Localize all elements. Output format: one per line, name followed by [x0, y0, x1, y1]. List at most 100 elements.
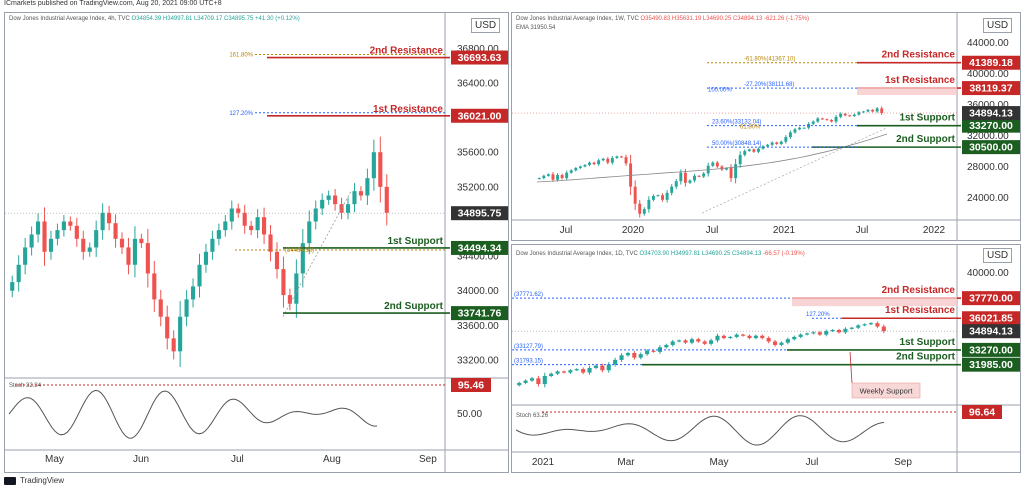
d1-level-price-0-box	[962, 291, 1020, 306]
w1-candle	[551, 174, 555, 180]
h4-currency-button[interactable]: USD	[471, 18, 501, 33]
w1-candle	[711, 162, 715, 166]
w1-candle	[779, 141, 783, 145]
d1-candle	[760, 335, 765, 339]
h4-candle	[378, 152, 383, 187]
h4-chart-svg[interactable]: 36800.0036400.0036000.0035600.0035200.00…	[5, 13, 508, 472]
w1-symbol: Dow Jones Industrial Average Index, 1W, …	[516, 16, 639, 22]
d1-candle	[875, 323, 880, 327]
w1-ytick-label: 40000.00	[967, 69, 1009, 80]
h4-level-price-2-box	[451, 240, 508, 255]
d1-chart-svg[interactable]: 40000.00 2nd Resistance (37771.62) 37770.00…	[512, 245, 1020, 472]
d1-level-price-1-text: 36021.85	[969, 313, 1013, 325]
d1-candle	[849, 327, 854, 329]
h4-xtick-label: Jul	[231, 454, 244, 465]
d1-candle	[645, 350, 650, 355]
w1-candle	[715, 162, 719, 167]
w1-chart-svg[interactable]: 44000.00 40000.00 36000.00 32000.00 28000.00…	[512, 13, 1020, 240]
w1-candle	[775, 142, 779, 145]
w1-candle	[578, 166, 582, 169]
h4-ytick-label: 33600.00	[457, 321, 499, 332]
h4-change: +41.30 (+0.12%)	[255, 16, 300, 22]
h4-level-price-2-text: 34494.34	[458, 242, 502, 254]
h4-candle	[236, 208, 241, 213]
w1-candle	[583, 164, 587, 167]
w1-ytick-label: 24000.00	[967, 193, 1009, 204]
d1-candle	[824, 331, 829, 335]
w1-candle	[638, 203, 642, 214]
footer-brand: TradingView	[20, 476, 65, 485]
w1-last-price-box	[962, 106, 1020, 121]
h4-ytick-label: 36400.00	[457, 78, 499, 89]
h4-level-label-2: 1st Support	[387, 236, 443, 247]
chart-panel-h4[interactable]: Dow Jones Industrial Average Index, 4h, …	[4, 12, 509, 473]
h4-candle	[229, 208, 234, 222]
publisher-note: ICmarkets published on TradingView.com, …	[4, 0, 222, 7]
d1-candle	[702, 341, 707, 344]
w1-resistance-zone	[857, 87, 957, 96]
d1-level-price-3-box	[962, 357, 1020, 372]
w1-candle	[624, 157, 628, 164]
w1-candle	[688, 180, 692, 183]
w1-currency-button[interactable]: USD	[983, 18, 1013, 33]
w1-candle	[725, 168, 728, 170]
h4-fib-label-2: (34463.52)	[285, 248, 314, 254]
d1-candle	[779, 342, 784, 345]
d1-fib-label-2: (33127.79)	[514, 344, 543, 350]
w1-candle	[866, 109, 870, 112]
chart-panel-d1[interactable]: Dow Jones Industrial Average Index, 1D, …	[511, 244, 1021, 473]
w1-xtick-label: Jul	[560, 225, 573, 236]
d1-stoch-price-text: 96.64	[969, 407, 995, 419]
chart-panel-w1[interactable]: Dow Jones Industrial Average Index, 1W, …	[511, 12, 1021, 241]
w1-candle	[697, 175, 701, 177]
w1-fib-100-label: 100.00%	[708, 87, 732, 93]
d1-ohlc-header: Dow Jones Industrial Average Index, 1D, …	[516, 251, 805, 257]
h4-last-price-text: 34895.75	[458, 208, 502, 220]
d1-level-price-2-text: 33270.00	[969, 344, 1013, 356]
d1-candle	[574, 369, 579, 371]
w1-level-label-2: 1st Support	[899, 113, 955, 124]
w1-candle	[601, 158, 605, 161]
h4-open: O34854.39	[131, 16, 162, 22]
h4-candle	[113, 223, 118, 239]
h4-stoch-line	[8, 389, 378, 439]
h4-candle	[81, 238, 86, 252]
h4-candle	[326, 195, 331, 200]
d1-candle	[683, 340, 688, 343]
w1-candle	[830, 120, 833, 122]
w1-xtick-label: Jul	[706, 225, 719, 236]
w1-ytick-label: 28000.00	[967, 162, 1009, 173]
h4-level-price-1-box	[451, 108, 508, 123]
h4-candle	[87, 247, 92, 252]
footer: TradingView	[4, 476, 64, 485]
h4-candle	[190, 286, 196, 300]
w1-candle	[647, 199, 651, 210]
h4-candle	[100, 212, 105, 231]
w1-candle	[752, 149, 756, 152]
d1-currency-button[interactable]: USD	[983, 248, 1013, 263]
w1-candle	[542, 175, 546, 179]
d1-xtick-label: Sep	[894, 457, 912, 468]
w1-fib-label-1: -27.20%(38111.68)	[744, 82, 794, 88]
h4-last-price-box	[451, 206, 508, 221]
w1-candle	[734, 164, 738, 179]
w1-xtick-label: 2021	[773, 225, 796, 236]
d1-level-label-1: 1st Resistance	[885, 305, 955, 316]
d1-candle	[568, 370, 573, 373]
d1-stoch-line	[515, 415, 885, 446]
h4-ytick-label: 35200.00	[457, 182, 499, 193]
h4-candle	[107, 212, 112, 224]
h4-candle	[339, 204, 344, 213]
w1-trendline	[701, 127, 888, 214]
w1-candle	[852, 114, 856, 117]
h4-candle	[35, 221, 41, 235]
w1-candle	[546, 174, 550, 176]
h4-ytick-label: 34400.00	[457, 252, 499, 263]
d1-xtick-label: Mar	[617, 457, 635, 468]
h4-candle	[139, 238, 144, 244]
w1-candle	[820, 118, 824, 120]
h4-candle	[307, 221, 312, 244]
h4-candle	[61, 221, 66, 231]
d1-candle	[625, 353, 630, 356]
d1-candle	[798, 334, 803, 337]
